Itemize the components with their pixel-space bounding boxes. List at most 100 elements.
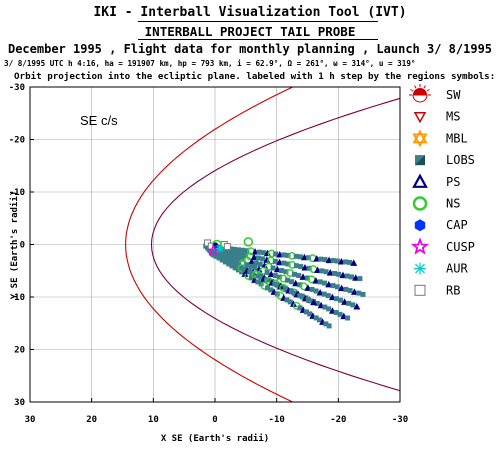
y-tick-label: -10 [9, 188, 25, 198]
lobs-marker [313, 315, 319, 321]
ps-marker [338, 284, 346, 292]
lobs-marker [330, 283, 336, 289]
lobs-marker [283, 269, 289, 275]
lobs-marker [293, 253, 299, 259]
lobs-marker [325, 293, 331, 299]
lobs-marker [322, 304, 328, 310]
ps-marker [350, 288, 358, 295]
lobs-marker [248, 275, 254, 281]
ps-marker [273, 265, 281, 273]
region-legend: SW MS MBL LOBS PS NS CAP CUSP AUR RB [409, 84, 475, 297]
lobs-marker [234, 251, 240, 257]
legend-item-mbl: MBL [412, 129, 468, 148]
tool-title: IKI - Interball Visualization Tool (IVT) [93, 5, 407, 20]
lobs-marker [236, 247, 242, 253]
lobs-marker [270, 265, 276, 271]
lobs-marker [344, 273, 350, 279]
legend-item-aur: AUR [414, 262, 468, 276]
lobs-marker [297, 305, 303, 311]
lobs-marker [297, 254, 303, 260]
lobs-marker [252, 265, 258, 271]
lobs-marker [260, 256, 266, 262]
lobs-marker [343, 286, 349, 292]
x-tick-label: 0 [212, 415, 217, 425]
lobs-marker [336, 271, 342, 277]
x-tick-label: -10 [269, 415, 285, 425]
lobs-marker [297, 293, 303, 299]
lobs-marker [281, 260, 287, 266]
legend-item-ps: PS [412, 173, 460, 189]
legend-item-lobs: LOBS [415, 153, 475, 167]
lobs-marker [240, 256, 246, 262]
lobs-marker [303, 309, 309, 315]
x-tick-label: -20 [330, 415, 346, 425]
legend-label: RB [446, 283, 460, 297]
lobs-marker [216, 255, 222, 261]
lobs-marker [238, 252, 244, 258]
lobs-marker [258, 274, 264, 280]
lobs-marker [333, 310, 339, 316]
lobs-marker [244, 248, 250, 254]
lobs-marker [279, 268, 285, 274]
aur-marker [215, 244, 224, 253]
lobs-marker [265, 285, 271, 291]
lobs-marker [256, 249, 262, 255]
lobs-marker [346, 300, 352, 306]
legend-label: MBL [446, 131, 468, 145]
lobs-marker [236, 259, 242, 265]
lobs-marker [306, 265, 312, 271]
lobs-marker [345, 315, 351, 321]
lobs-marker [321, 291, 327, 297]
lobs-marker [347, 288, 353, 294]
lobs-marker [305, 297, 311, 303]
lobs-marker [293, 263, 299, 269]
lobs-marker [272, 258, 278, 264]
lobs-marker [248, 263, 254, 269]
title-rule-top [138, 21, 378, 22]
lobs-marker [333, 296, 339, 302]
legend-label: CAP [446, 218, 468, 232]
title-rule-bottom [138, 39, 378, 40]
sun-lower-icon [412, 94, 428, 103]
y-axis-label: Y SE (Earth's radii) [9, 191, 20, 299]
lobs-marker [285, 261, 291, 267]
ps-marker [263, 249, 271, 257]
lobs-marker [272, 281, 278, 287]
lobs-marker [288, 289, 294, 295]
lobs-marker [356, 290, 362, 296]
x-tick-label: 10 [148, 415, 159, 425]
lobs-marker [227, 260, 233, 266]
y-tick-label: -20 [9, 136, 25, 146]
lobs-marker [313, 288, 319, 294]
lobs-marker [226, 249, 232, 255]
lobs-marker [316, 317, 322, 323]
sun-ray [414, 85, 417, 89]
legend-label: CUSP [446, 240, 475, 254]
lobs-marker [211, 252, 217, 258]
lobs-marker [255, 273, 261, 279]
ps-marker [312, 277, 320, 284]
lobs-marker [323, 321, 329, 327]
ps-marker [350, 259, 358, 266]
legend-item-cusp: CUSP [410, 237, 475, 255]
lobs-marker [309, 286, 315, 292]
lobs-marker [257, 261, 263, 267]
lobs-marker [222, 257, 228, 263]
ps-marker [353, 302, 361, 310]
bow-shock-curve [150, 97, 400, 392]
lobs-marker [321, 280, 327, 286]
ps-marker [325, 280, 333, 288]
lobs-marker [232, 257, 238, 263]
legend-item-rb: RB [414, 283, 460, 297]
lobs-marker [264, 269, 270, 275]
ps-marker [310, 298, 318, 306]
lobs-marker [285, 252, 291, 258]
lobs-marker [287, 299, 293, 305]
orbit-marks [203, 237, 366, 329]
lobs-marker [272, 273, 278, 279]
lobs-marker [276, 274, 282, 280]
lobs-marker [307, 311, 313, 317]
sun-ray [426, 89, 430, 92]
